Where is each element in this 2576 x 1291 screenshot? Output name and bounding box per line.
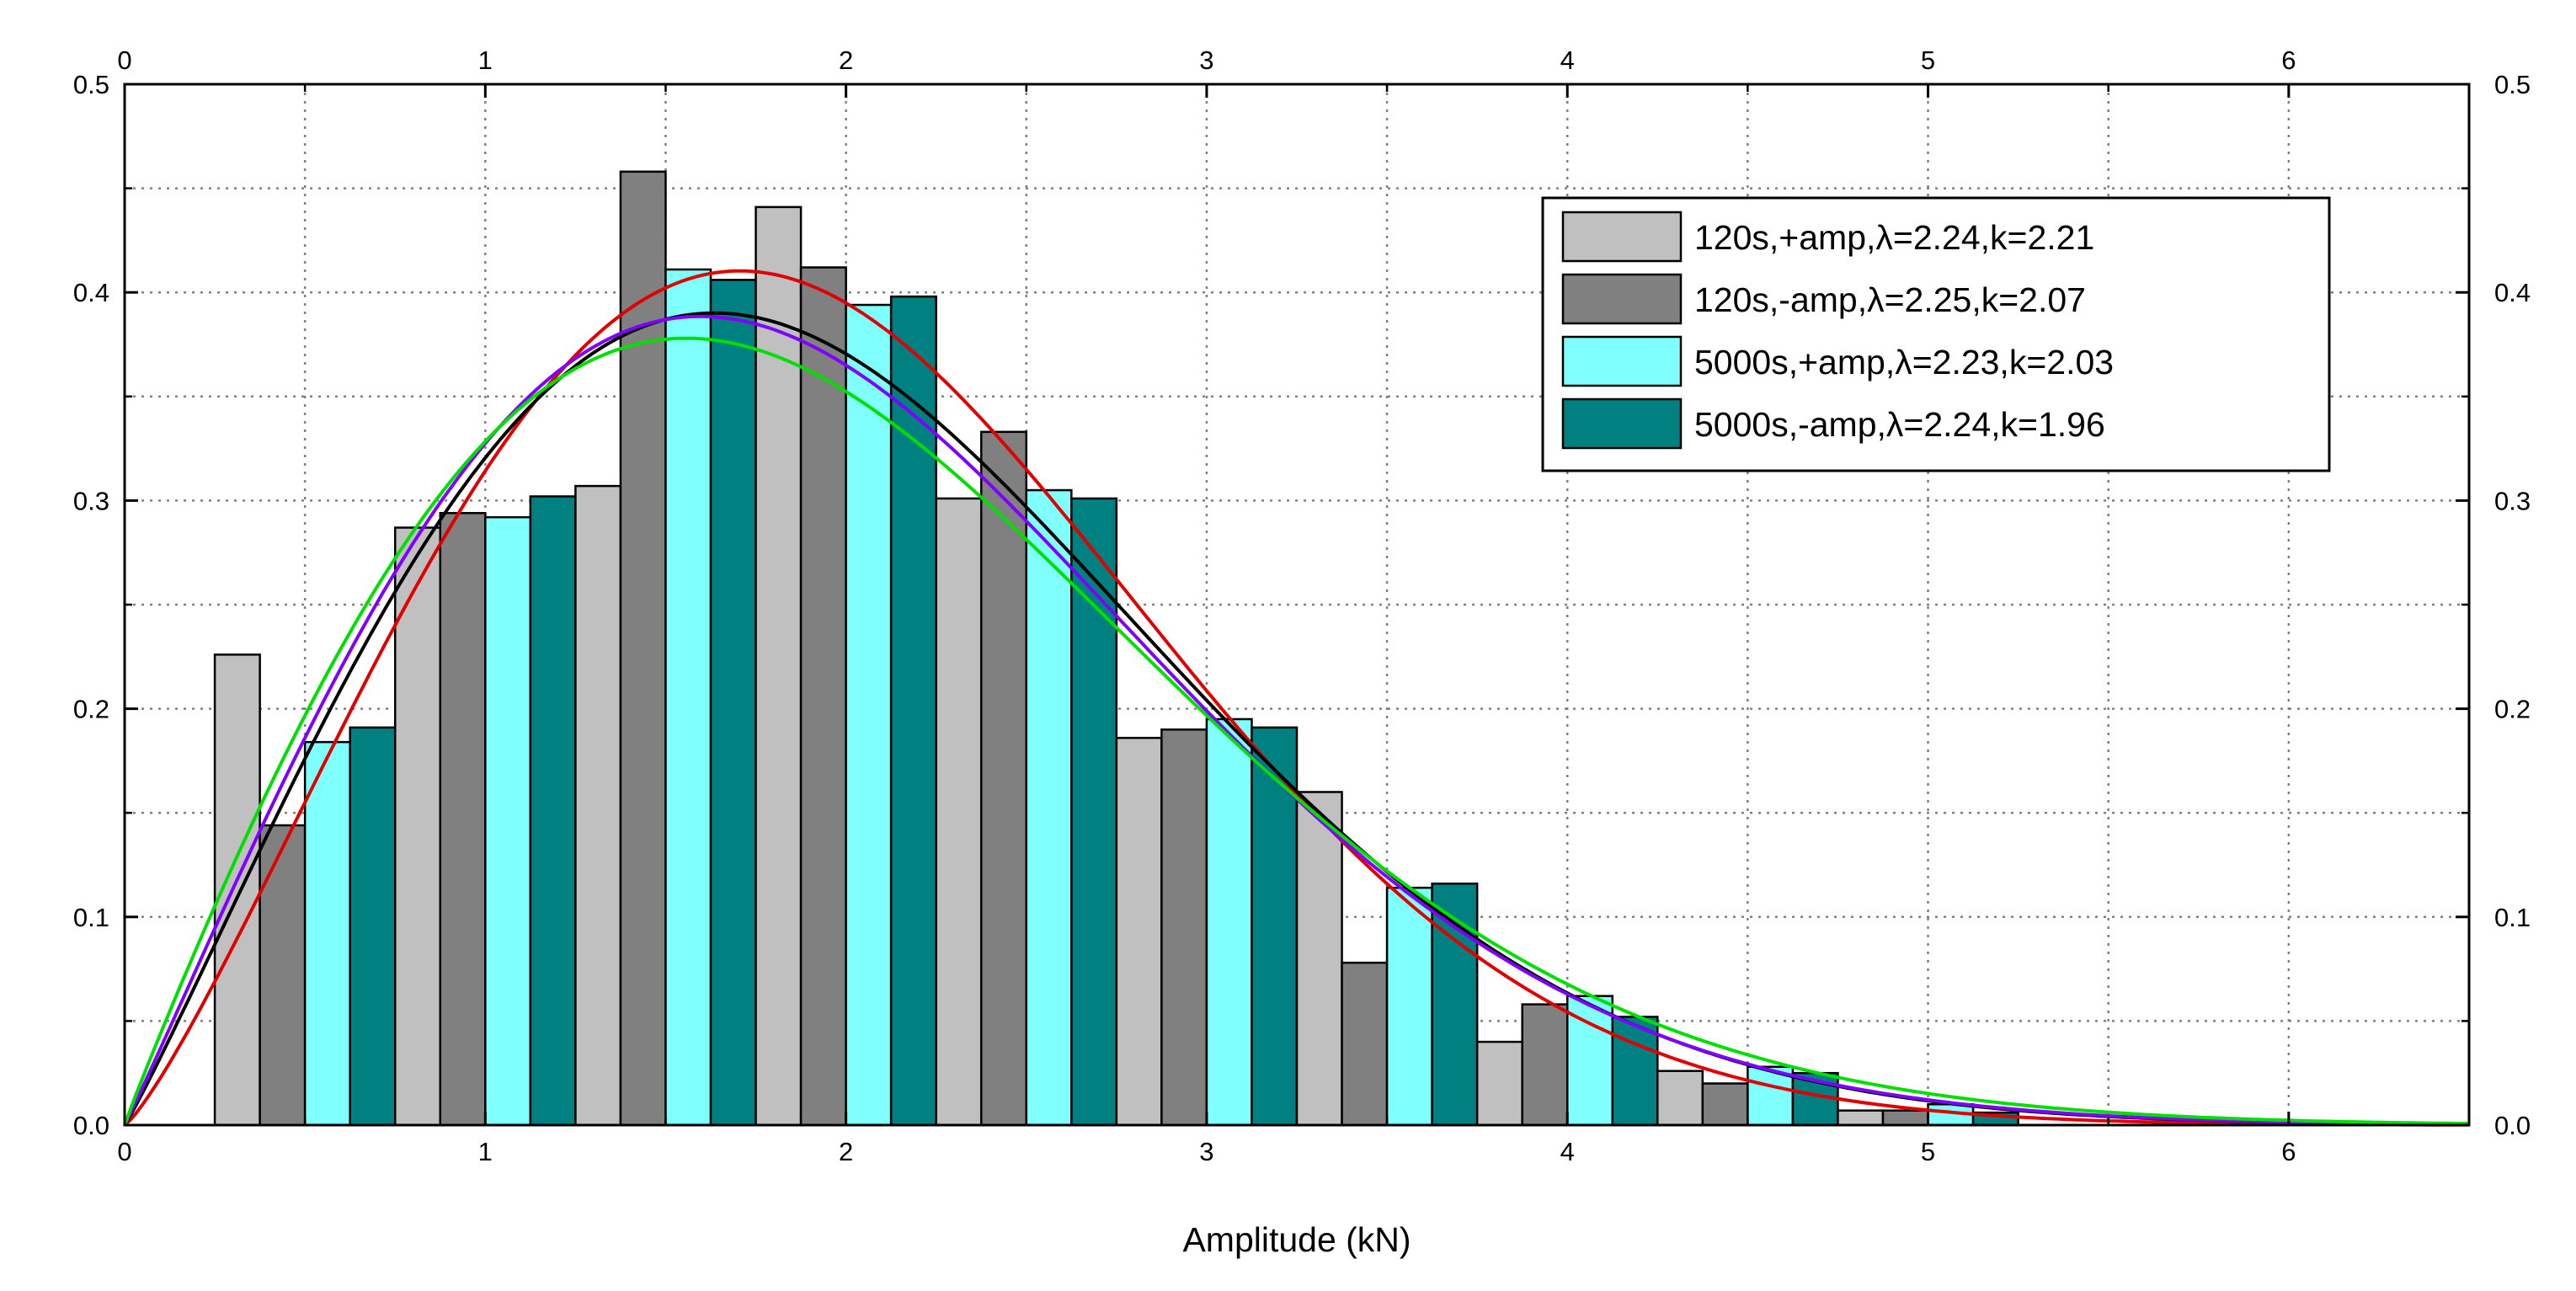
y-tick-label-left: 0.2 xyxy=(73,695,109,724)
bar-4-bin-4 xyxy=(529,495,577,1127)
bar-1-bin-15 xyxy=(1475,1040,1523,1127)
bar-4-bin-10 xyxy=(1070,497,1118,1127)
y-tick-label-left: 0.1 xyxy=(73,903,109,932)
bar-1-bin-7 xyxy=(755,205,803,1127)
bar-3-bin-14 xyxy=(1385,886,1433,1127)
x-tick-label-bottom: 6 xyxy=(2281,1137,2296,1166)
x-tick-label-top: 3 xyxy=(1199,45,1213,75)
legend-label-2: 120s,-amp,λ=2.25,k=2.07 xyxy=(1694,280,2086,319)
bar-1-bin-19 xyxy=(1837,1109,1885,1127)
bar-1-bin-9 xyxy=(935,497,983,1127)
bar-2-bin-5 xyxy=(619,170,667,1127)
bar-4-bin-2 xyxy=(349,726,397,1127)
bar-4-bin-8 xyxy=(889,295,937,1127)
bar-2-bin-7 xyxy=(799,266,847,1127)
bar-1-bin-13 xyxy=(1295,791,1343,1127)
x-tick-label-bottom: 5 xyxy=(1921,1137,1935,1166)
axis-ticks: 0 0 1 1 2 2 3 3 4 4 5 5 6 6 0.0 0.0 0.1 0.1 0.2 0.2 0.3 0.3 0.… xyxy=(73,45,2531,1166)
bar-3-bin-4 xyxy=(484,515,532,1127)
bar-2-bin-11 xyxy=(1160,728,1208,1127)
bar-3-bin-8 xyxy=(845,303,893,1127)
y-tick-label-right: 0.3 xyxy=(2494,486,2531,515)
histogram-bars xyxy=(213,170,2019,1127)
y-tick-label-left: 0.3 xyxy=(73,486,109,515)
fit-curves xyxy=(123,269,2470,1127)
bar-2-bin-17 xyxy=(1701,1082,1749,1127)
x-tick-label-bottom: 0 xyxy=(117,1137,131,1166)
y-tick-label-right: 0.5 xyxy=(2494,70,2531,99)
x-tick-label-top: 1 xyxy=(478,45,493,75)
legend-swatch-4 xyxy=(1561,397,1683,450)
x-tick-label-top: 2 xyxy=(839,45,853,75)
y-tick-label-left: 0.4 xyxy=(73,278,109,307)
bar-2-bin-9 xyxy=(979,430,1028,1127)
legend-swatch-1 xyxy=(1561,211,1683,263)
bar-3-bin-6 xyxy=(664,268,712,1127)
y-tick-label-right: 0.2 xyxy=(2494,695,2531,724)
bar-3-bin-2 xyxy=(303,740,351,1127)
bar-1-bin-11 xyxy=(1115,736,1163,1127)
legend-label-1: 120s,+amp,λ=2.24,k=2.21 xyxy=(1694,218,2094,257)
x-tick-label-top: 6 xyxy=(2281,45,2296,75)
bar-2-bin-15 xyxy=(1521,1003,1569,1127)
fit-curve-4 xyxy=(123,336,2470,1126)
y-tick-label-right: 0.1 xyxy=(2494,903,2531,932)
bar-4-bin-14 xyxy=(1431,882,1479,1127)
x-axis-title: Amplitude (kN) xyxy=(1182,1220,1411,1259)
bar-1-bin-5 xyxy=(574,484,622,1127)
x-tick-label-bottom: 1 xyxy=(478,1137,493,1166)
x-tick-label-bottom: 2 xyxy=(839,1137,853,1166)
y-tick-label-left: 0.0 xyxy=(73,1111,109,1140)
y-tick-label-left: 0.5 xyxy=(73,70,109,99)
x-tick-label-top: 5 xyxy=(1921,45,1935,75)
bar-2-bin-13 xyxy=(1341,961,1389,1127)
bar-3-bin-12 xyxy=(1205,718,1253,1127)
fit-curve-1 xyxy=(123,269,2469,1127)
y-tick-label-right: 0.0 xyxy=(2494,1111,2531,1140)
x-tick-label-bottom: 4 xyxy=(1560,1137,1575,1166)
bar-2-bin-19 xyxy=(1881,1109,1929,1127)
y-tick-label-right: 0.4 xyxy=(2494,278,2531,307)
bar-4-bin-6 xyxy=(709,279,757,1127)
legend-swatch-3 xyxy=(1561,335,1683,387)
x-tick-label-top: 4 xyxy=(1560,45,1575,75)
bar-1-bin-17 xyxy=(1656,1070,1704,1127)
x-tick-label-top: 0 xyxy=(117,45,131,75)
bar-2-bin-3 xyxy=(439,511,487,1127)
legend-swatch-2 xyxy=(1561,273,1683,325)
bar-1-bin-3 xyxy=(393,526,442,1127)
x-tick-label-bottom: 3 xyxy=(1199,1137,1213,1166)
legend-label-4: 5000s,-amp,λ=2.24,k=1.96 xyxy=(1694,405,2105,444)
legend: 120s,+amp,λ=2.24,k=2.21 120s,-amp,λ=2.25,… xyxy=(1541,196,2331,472)
bar-3-bin-10 xyxy=(1025,488,1073,1127)
legend-label-3: 5000s,+amp,λ=2.23,k=2.03 xyxy=(1694,343,2114,381)
bar-2-bin-1 xyxy=(259,824,307,1127)
